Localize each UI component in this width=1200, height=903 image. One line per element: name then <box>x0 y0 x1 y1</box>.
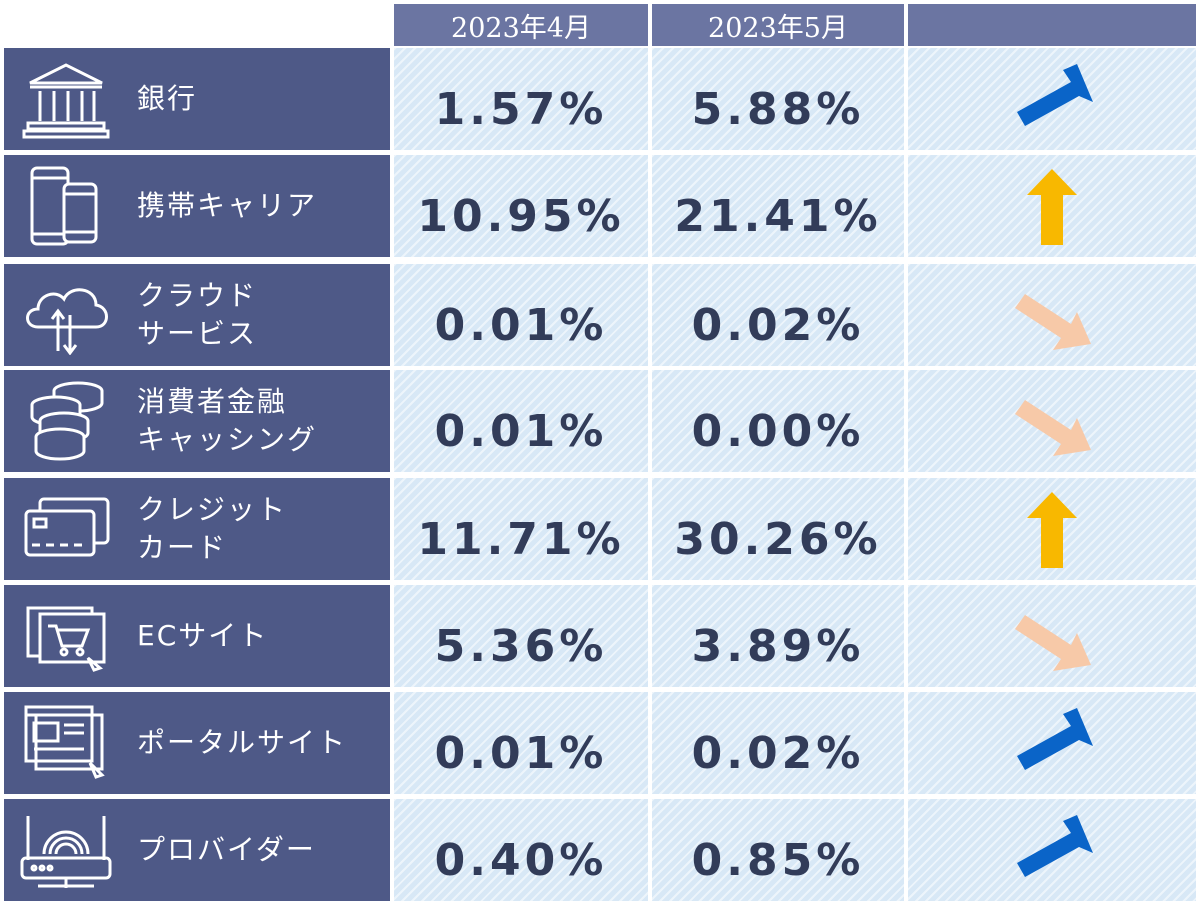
trend-cell <box>908 478 1196 580</box>
trend-up-arrow-icon <box>1027 492 1077 568</box>
table-row: 銀行 1.57% 5.88% <box>0 48 1200 150</box>
category-cell: ポータルサイト <box>4 692 390 794</box>
may-value-cell: 0.00% <box>652 370 904 472</box>
bank-icon <box>22 63 110 139</box>
trend-down-right-arrow-icon <box>1015 294 1091 350</box>
category-label-line1: ポータルサイト <box>137 726 348 759</box>
april-value-cell: 0.01% <box>394 264 648 366</box>
category-label-line2: カード <box>137 531 228 564</box>
table-row: 携帯キャリア 10.95% 21.41% <box>0 155 1200 257</box>
april-value-cell: 11.71% <box>394 478 648 580</box>
coins-icon <box>30 381 104 461</box>
may-value: 5.88% <box>691 83 865 135</box>
may-value-cell: 0.02% <box>652 264 904 366</box>
table-row: ECサイト 5.36% 3.89% <box>0 585 1200 687</box>
category-cell: プロバイダー <box>4 799 390 901</box>
may-value-cell: 3.89% <box>652 585 904 687</box>
category-label: 銀行 <box>137 80 197 118</box>
cloud-icon <box>26 288 108 355</box>
trend-cell <box>908 264 1196 366</box>
category-label-line2: サービス <box>137 317 258 350</box>
april-value: 11.71% <box>417 513 625 565</box>
trend-down-right-arrow-icon <box>1015 615 1091 671</box>
may-value: 30.26% <box>674 513 882 565</box>
april-value-cell: 5.36% <box>394 585 648 687</box>
header-col-april: 2023年4月 <box>394 4 648 46</box>
category-label: クラウド サービス <box>137 277 257 353</box>
may-value: 0.00% <box>691 405 865 457</box>
category-cell: ECサイト <box>4 585 390 687</box>
trend-up-right-arrow-icon <box>1017 815 1093 877</box>
april-value: 0.01% <box>434 405 608 457</box>
category-label: プロバイダー <box>137 831 316 869</box>
category-label: ECサイト <box>137 617 268 655</box>
april-value: 0.01% <box>434 299 608 351</box>
april-value: 10.95% <box>417 190 625 242</box>
category-cell: 携帯キャリア <box>4 155 390 257</box>
category-label-line1: クレジット <box>137 493 288 526</box>
april-value-cell: 0.01% <box>394 370 648 472</box>
april-value: 0.40% <box>434 834 608 886</box>
category-label-line1: プロバイダー <box>137 833 316 866</box>
may-value: 0.02% <box>691 299 865 351</box>
category-label-line1: 携帯キャリア <box>137 189 318 222</box>
router-icon <box>20 816 112 888</box>
trend-cell <box>908 799 1196 901</box>
trend-up-right-arrow-icon <box>1017 64 1093 126</box>
april-value-cell: 0.01% <box>394 692 648 794</box>
april-value-cell: 1.57% <box>394 48 648 150</box>
smartphone-icon <box>30 166 98 246</box>
trend-cell <box>908 48 1196 150</box>
category-cell: 消費者金融キャッシング <box>4 370 390 472</box>
may-value-cell: 5.88% <box>652 48 904 150</box>
category-label: 消費者金融キャッシング <box>137 383 317 459</box>
trend-down-right-arrow-icon <box>1015 400 1091 456</box>
category-cell: クラウド サービス <box>4 264 390 366</box>
category-label-line1: ECサイト <box>137 619 269 652</box>
may-value-cell: 30.26% <box>652 478 904 580</box>
may-value: 3.89% <box>691 620 865 672</box>
april-value: 5.36% <box>434 620 608 672</box>
april-value: 1.57% <box>434 83 608 135</box>
april-value-cell: 0.40% <box>394 799 648 901</box>
category-label-line1: 銀行 <box>137 82 198 115</box>
may-value-cell: 0.02% <box>652 692 904 794</box>
category-label: ポータルサイト <box>137 724 347 762</box>
table-row: ポータルサイト 0.01% 0.02% <box>0 692 1200 794</box>
may-value-cell: 21.41% <box>652 155 904 257</box>
category-cell: 銀行 <box>4 48 390 150</box>
trend-cell <box>908 155 1196 257</box>
header-col-may: 2023年5月 <box>652 4 904 46</box>
april-value-cell: 10.95% <box>394 155 648 257</box>
trend-up-arrow-icon <box>1027 169 1077 245</box>
category-label: クレジット カード <box>137 491 287 567</box>
category-label: 携帯キャリア <box>137 187 317 225</box>
may-value: 0.85% <box>691 834 865 886</box>
may-value: 21.41% <box>674 190 882 242</box>
trend-cell <box>908 585 1196 687</box>
header-col-trend <box>908 4 1196 46</box>
may-value: 0.02% <box>691 727 865 779</box>
table-row: クレジットカード 11.71% 30.26% <box>0 478 1200 580</box>
credit-card-icon <box>24 497 110 557</box>
trend-cell <box>908 692 1196 794</box>
category-cell: クレジット カード <box>4 478 390 580</box>
table-row: プロバイダー 0.40% 0.85% <box>0 799 1200 901</box>
trend-up-right-arrow-icon <box>1017 708 1093 770</box>
category-label-line1: 消費者金融 <box>137 385 288 418</box>
shopping-cart-icon <box>26 606 106 672</box>
web-portal-icon <box>24 705 105 779</box>
category-label-line1: クラウド <box>137 279 258 312</box>
table-row: 消費者金融キャッシング 0.01% 0.00% <box>0 370 1200 472</box>
table-row: クラウドサービス 0.01% 0.02% <box>0 264 1200 366</box>
category-label-line2: キャッシング <box>137 423 318 456</box>
may-value-cell: 0.85% <box>652 799 904 901</box>
april-value: 0.01% <box>434 727 608 779</box>
trend-cell <box>908 370 1196 472</box>
